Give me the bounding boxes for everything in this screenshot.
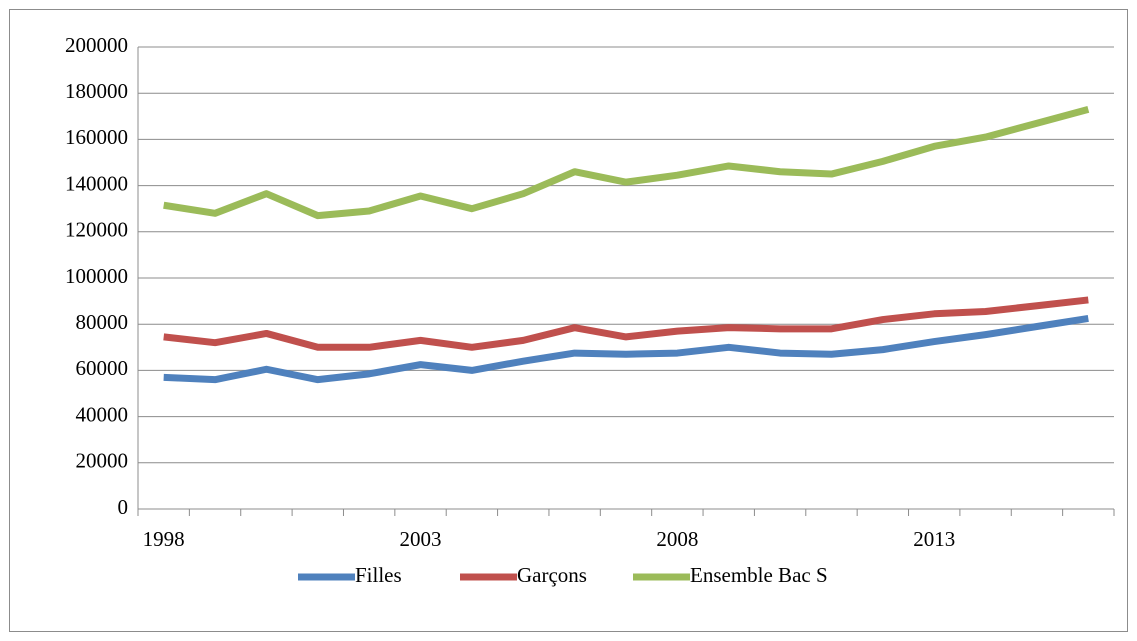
y-tick-label: 60000 xyxy=(76,356,129,380)
y-tick-label: 100000 xyxy=(65,264,128,288)
legend-label: Ensemble Bac S xyxy=(690,563,828,587)
y-tick-label: 120000 xyxy=(65,218,128,242)
y-tick-label: 140000 xyxy=(65,171,128,195)
y-tick-label: 160000 xyxy=(65,125,128,149)
y-tick-label: 40000 xyxy=(76,402,129,426)
y-tick-label: 80000 xyxy=(76,310,129,334)
y-tick-label: 200000 xyxy=(65,33,128,57)
x-tick-label: 2013 xyxy=(913,527,955,551)
x-tick-label: 1998 xyxy=(143,527,185,551)
legend-label: Filles xyxy=(355,563,402,587)
x-tick-label: 2003 xyxy=(400,527,442,551)
legend-label: Garçons xyxy=(517,563,587,587)
series-line xyxy=(163,314,1089,384)
series-line xyxy=(163,105,1090,220)
chart-border xyxy=(9,9,1128,632)
y-tick-label: 0 xyxy=(118,495,129,519)
y-tick-label: 20000 xyxy=(76,449,129,473)
series-line xyxy=(163,296,1089,351)
x-tick-label: 2008 xyxy=(656,527,698,551)
y-tick-label: 180000 xyxy=(65,79,128,103)
